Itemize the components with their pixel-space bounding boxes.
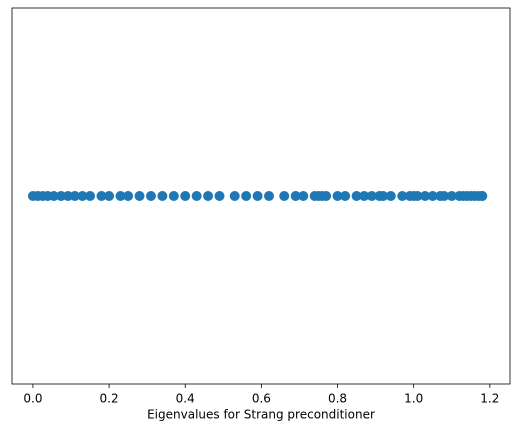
point [203, 191, 214, 201]
x-tick-label: 1.2 [480, 392, 499, 406]
point [439, 191, 450, 201]
point [366, 191, 377, 201]
point [321, 191, 332, 201]
point [446, 191, 457, 201]
x-tick-label: 0.2 [100, 392, 119, 406]
point [290, 191, 301, 201]
point [298, 191, 309, 201]
point [123, 191, 134, 201]
x-tick-label: 1.0 [404, 392, 423, 406]
x-tick-label: 0.6 [252, 392, 271, 406]
x-tick-label: 0.4 [176, 392, 195, 406]
point [263, 191, 274, 201]
point [351, 191, 362, 201]
point [69, 191, 80, 201]
point [427, 191, 438, 201]
point [56, 191, 67, 201]
point [385, 191, 396, 201]
point [134, 191, 145, 201]
point [180, 191, 191, 201]
point [168, 191, 179, 201]
point [252, 191, 263, 201]
point [241, 191, 252, 201]
point [359, 191, 370, 201]
point [214, 191, 225, 201]
x-tick-label: 0.8 [328, 392, 347, 406]
point [77, 191, 88, 201]
point [229, 191, 240, 201]
point [85, 191, 96, 201]
point [157, 191, 168, 201]
x-axis-label: Eigenvalues for Strang preconditioner [147, 408, 375, 422]
point [340, 191, 351, 201]
x-tick-label: 0.0 [23, 392, 42, 406]
point [115, 191, 126, 201]
point [145, 191, 156, 201]
point [279, 191, 290, 201]
point [397, 191, 408, 201]
point [332, 191, 343, 201]
point [378, 191, 389, 201]
point [48, 191, 59, 201]
point [477, 191, 488, 201]
point [104, 191, 115, 201]
point [420, 191, 431, 201]
point [62, 191, 73, 201]
point [191, 191, 202, 201]
point [96, 191, 107, 201]
point [412, 191, 423, 201]
